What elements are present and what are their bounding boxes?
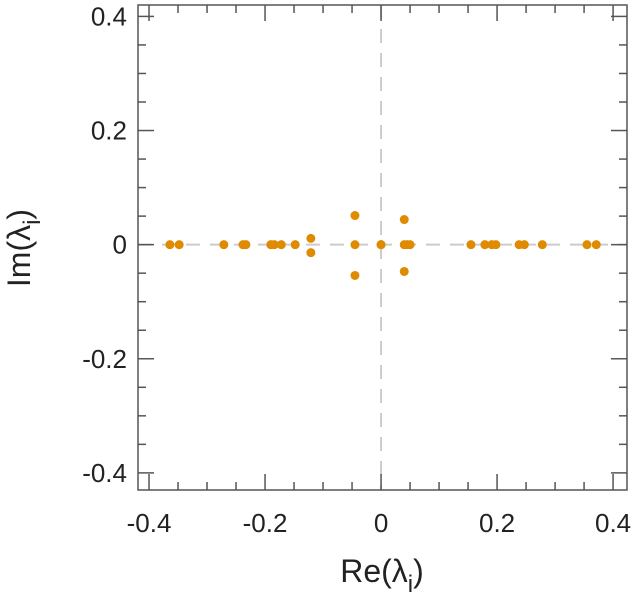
data-point (174, 240, 184, 250)
x-tick-label: 0 (374, 508, 388, 538)
data-point (519, 240, 529, 250)
y-tick-label: 0.4 (91, 1, 127, 31)
data-point (399, 266, 409, 276)
y-tick-label: -0.4 (82, 458, 127, 488)
x-axis-label: Re(λi) (340, 553, 424, 598)
data-point (219, 240, 229, 250)
data-point (165, 240, 175, 250)
data-point (399, 215, 409, 225)
x-tick-label: 0.4 (595, 508, 631, 538)
data-point (350, 211, 360, 221)
data-point (269, 240, 279, 250)
data-point (290, 240, 300, 250)
axis-ticks (138, 5, 627, 490)
data-point (480, 240, 490, 250)
data-point (306, 233, 316, 243)
data-point (276, 240, 286, 250)
data-point (591, 240, 601, 250)
x-tick-label: 0.2 (479, 508, 515, 538)
y-tick-label: -0.2 (82, 344, 127, 374)
y-axis-label: Im(λi) (1, 209, 46, 287)
data-points (165, 211, 601, 280)
plot-frame (137, 4, 628, 491)
x-tick-label: -0.2 (243, 508, 288, 538)
data-point (306, 248, 316, 258)
data-point (491, 240, 501, 250)
data-point (350, 270, 360, 280)
data-point (537, 240, 547, 250)
data-point (582, 240, 592, 250)
tick-labels: -0.4 -0.2 0 0.2 0.4 -0.4 -0.2 0 0.2 0.4 (82, 1, 631, 538)
data-point (241, 240, 251, 250)
y-tick-label: 0.2 (91, 116, 127, 146)
data-point (350, 240, 360, 250)
data-point (376, 240, 386, 250)
data-point (405, 240, 415, 250)
y-tick-label: 0 (113, 230, 127, 260)
data-point (466, 240, 476, 250)
x-tick-label: -0.4 (127, 508, 172, 538)
